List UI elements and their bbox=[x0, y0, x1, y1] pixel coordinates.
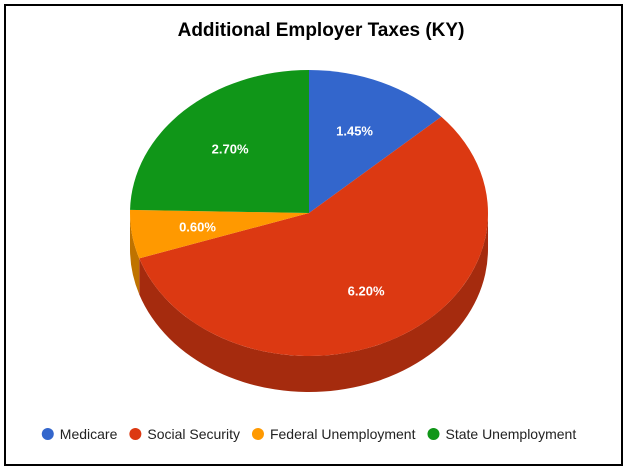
legend-marker bbox=[129, 428, 142, 440]
pie-slice-state-unemployment[interactable] bbox=[130, 70, 309, 213]
pie-slice-federal-unemployment[interactable] bbox=[130, 209, 309, 259]
pie-slice-medicare[interactable] bbox=[309, 70, 442, 213]
pie-sides bbox=[130, 213, 488, 392]
legend-item-federal-unemployment[interactable]: Federal Unemployment bbox=[251, 426, 416, 442]
legend-item-state-unemployment[interactable]: State Unemployment bbox=[427, 426, 576, 442]
legend-item-medicare[interactable]: Medicare bbox=[41, 426, 118, 442]
slice-label-medicare: 1.45% bbox=[336, 124, 373, 139]
legend-label: Federal Unemployment bbox=[270, 426, 416, 442]
slice-label-social-security: 6.20% bbox=[348, 284, 385, 299]
legend-marker bbox=[41, 428, 54, 440]
slice-label-state-unemployment: 2.70% bbox=[212, 142, 249, 157]
legend-item-social-security[interactable]: Social Security bbox=[129, 426, 240, 442]
chart-title: Additional Employer Taxes (KY) bbox=[178, 20, 465, 41]
legend-label: Social Security bbox=[147, 426, 240, 442]
legend-marker bbox=[251, 428, 264, 440]
legend-label: State Unemployment bbox=[445, 426, 576, 442]
slice-label-federal-unemployment: 0.60% bbox=[179, 220, 216, 235]
pie-labels: 1.45% 6.20% 0.60% 2.70% bbox=[179, 124, 385, 299]
legend-marker bbox=[427, 428, 440, 440]
pie-side-social-security bbox=[139, 213, 488, 392]
pie-slice-social-security[interactable] bbox=[139, 116, 488, 356]
pie-side-federal-unemployment bbox=[130, 213, 140, 295]
legend-label: Medicare bbox=[60, 426, 118, 442]
legend: Medicare Social Security Federal Unemploym… bbox=[41, 426, 576, 442]
pie-tops bbox=[130, 70, 488, 356]
